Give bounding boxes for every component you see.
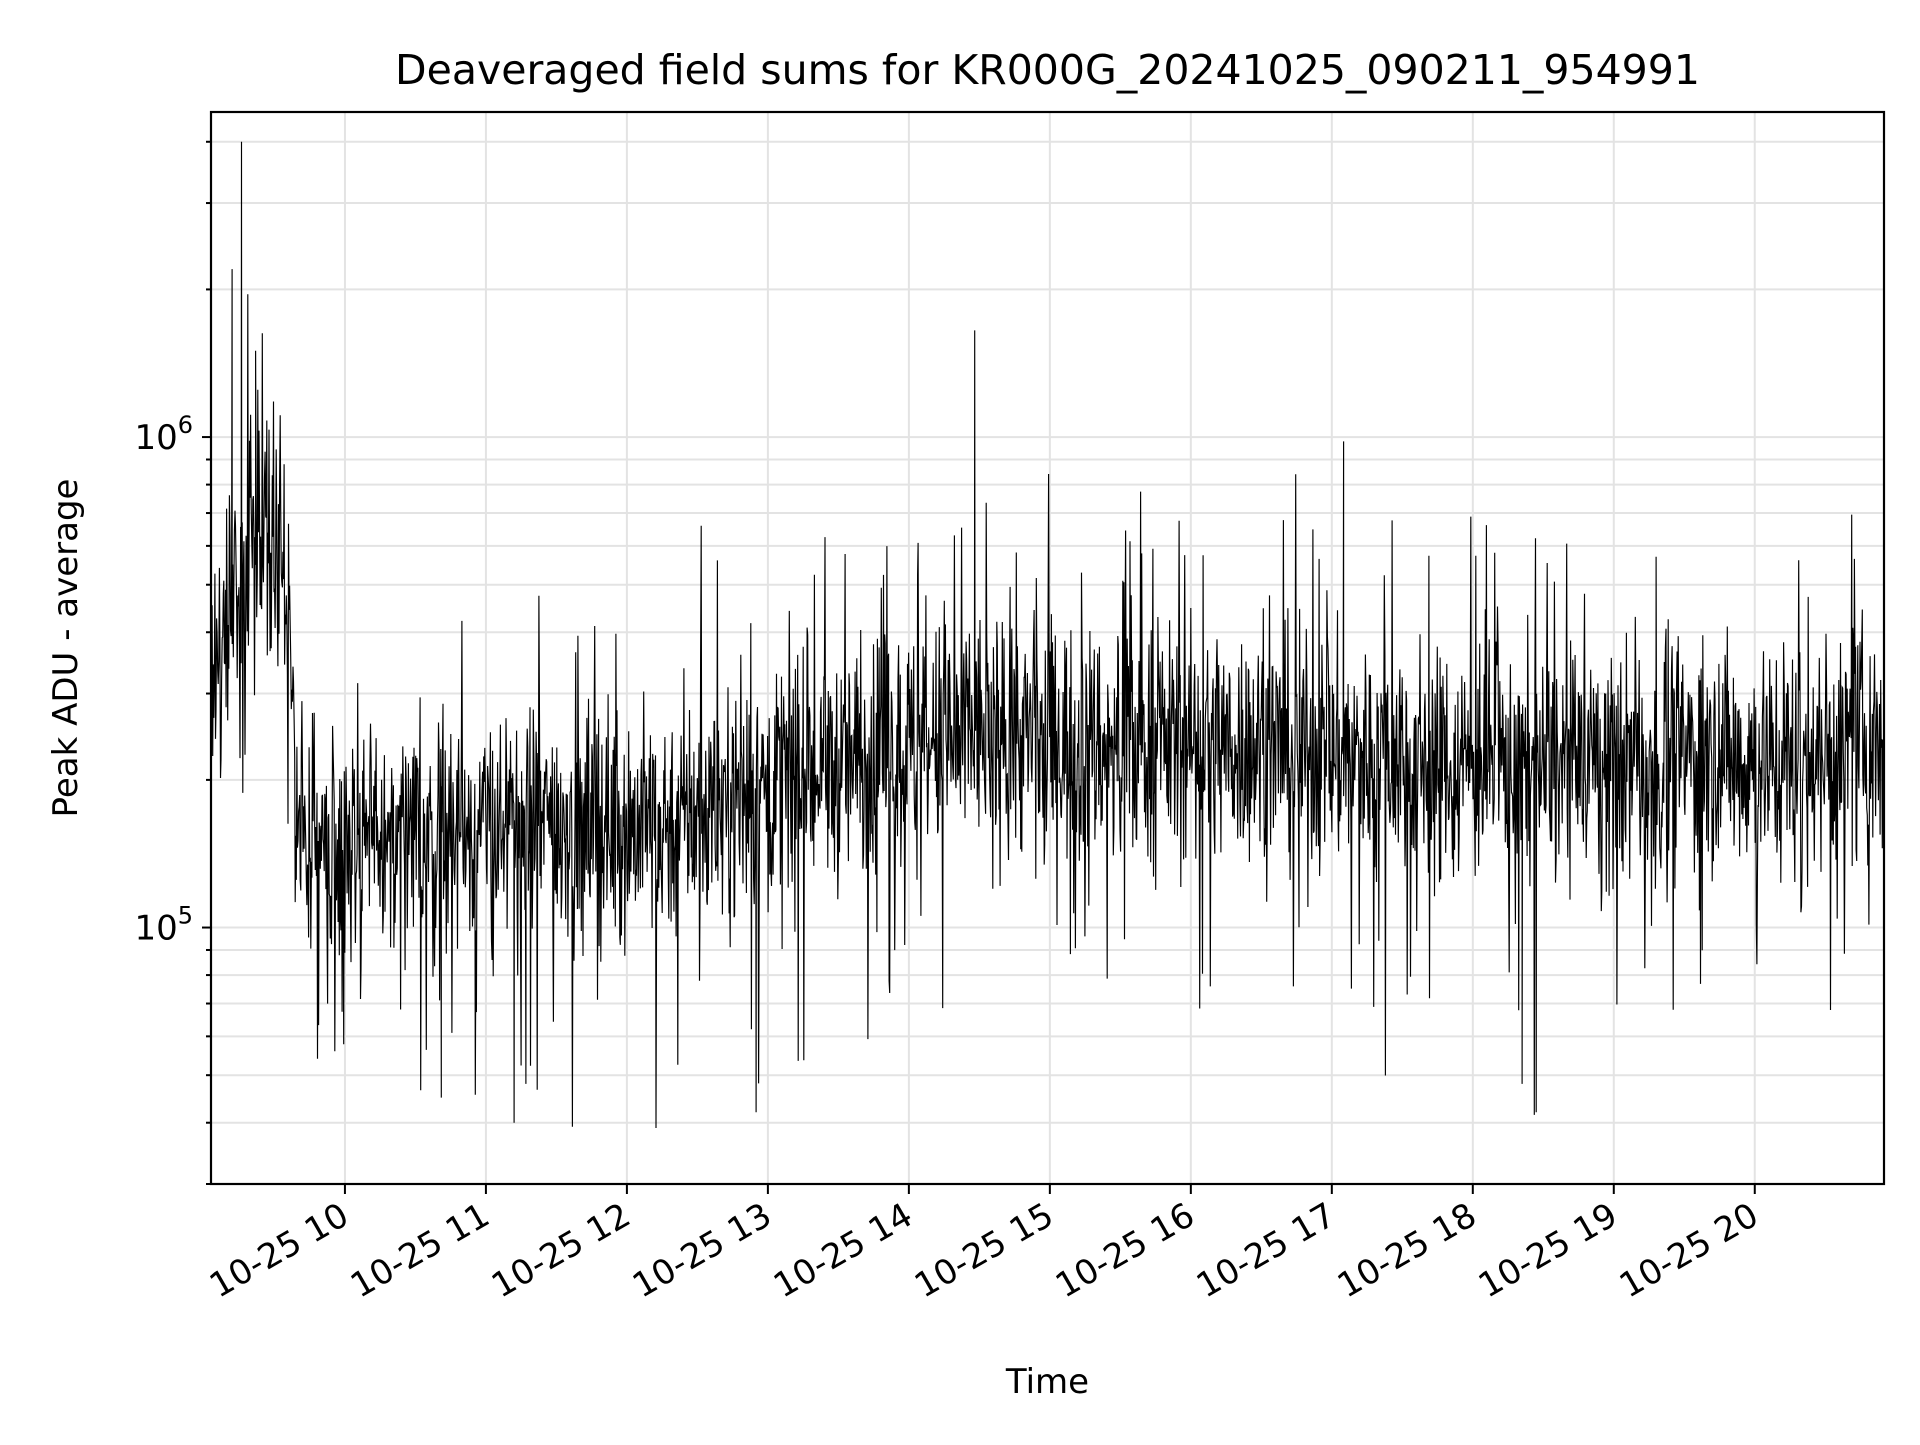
x-tick-label: 10-25 16 (1049, 1195, 1201, 1306)
x-tick-label: 10-25 17 (1190, 1195, 1342, 1306)
y-tick-label: 106 (134, 411, 193, 458)
x-tick-label: 10-25 18 (1331, 1195, 1483, 1306)
plot-area-frame (209, 110, 1886, 1186)
grid (211, 112, 1884, 1185)
x-tick-label: 10-25 13 (626, 1195, 778, 1306)
x-tick-label: 10-25 15 (908, 1195, 1060, 1306)
series-layer (210, 141, 1885, 1129)
series-line (210, 141, 1885, 1129)
x-tick-label: 10-25 14 (767, 1195, 919, 1306)
x-tick-label: 10-25 12 (485, 1195, 637, 1306)
y-axis-label: Peak ADU - average (46, 479, 86, 818)
x-tick-label: 10-25 10 (203, 1195, 355, 1306)
chart-title: Deaveraged field sums for KR000G_2024102… (395, 46, 1700, 94)
x-tick-label: 10-25 19 (1472, 1195, 1624, 1306)
x-axis-label: Time (1005, 1362, 1089, 1402)
y-tick-label: 105 (134, 902, 193, 949)
x-tick-label: 10-25 11 (344, 1195, 496, 1306)
x-tick-label: 10-25 20 (1613, 1195, 1765, 1306)
